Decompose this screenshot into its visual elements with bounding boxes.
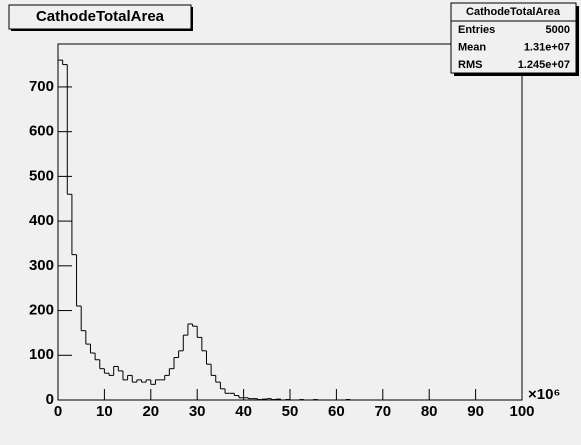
x-exponent: ×10⁶ [528,386,560,403]
stats-label: Mean [458,41,486,53]
y-tick-label: 0 [46,391,54,408]
x-tick-label: 20 [142,403,159,420]
stats-value: 1.245e+07 [518,59,570,71]
x-tick-label: 50 [282,403,299,420]
chart-title: CathodeTotalArea [36,8,165,25]
stats-label: Entries [458,24,495,36]
x-tick-label: 70 [374,403,391,420]
y-tick-label: 100 [29,346,54,363]
y-tick-label: 700 [29,78,54,95]
stats-value: 5000 [546,24,570,36]
title-box [8,4,192,30]
x-tick-label: 80 [421,403,438,420]
stats-title: CathodeTotalArea [466,6,561,18]
x-tick-label: 10 [96,403,113,420]
x-tick-label: 40 [235,403,252,420]
y-tick-label: 600 [29,123,54,140]
x-tick-label: 100 [509,403,534,420]
x-tick-label: 30 [189,403,206,420]
x-tick-label: 60 [328,403,345,420]
stats-label: RMS [458,59,482,71]
y-tick-label: 400 [29,212,54,229]
y-tick-label: 200 [29,302,54,319]
x-tick-label: 0 [54,403,62,420]
y-tick-label: 500 [29,167,54,184]
y-tick-label: 300 [29,257,54,274]
x-tick-label: 90 [467,403,484,420]
stats-value: 1.31e+07 [524,41,570,53]
stats-box [450,2,577,74]
frame [57,43,523,401]
